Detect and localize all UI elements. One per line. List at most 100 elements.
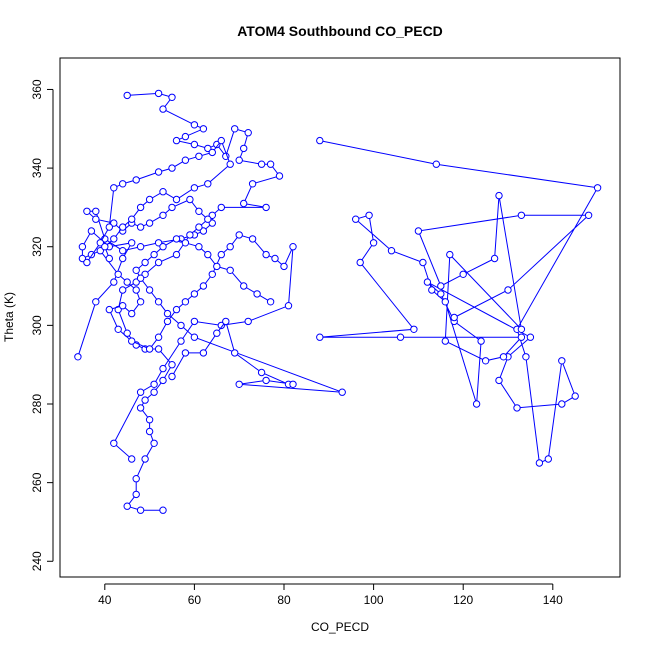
y-tick-label: 320: [30, 236, 44, 256]
data-point: [410, 325, 418, 333]
data-point: [150, 439, 158, 447]
data-point: [114, 270, 122, 278]
data-point: [123, 329, 131, 337]
data-point: [150, 250, 158, 259]
data-point: [195, 152, 203, 161]
data-point: [190, 140, 199, 149]
data-point: [266, 160, 275, 168]
data-point: [231, 349, 239, 357]
data-point: [190, 290, 199, 298]
data-point: [128, 215, 136, 223]
data-point: [141, 455, 149, 463]
data-point: [154, 298, 163, 306]
data-point: [141, 396, 149, 404]
data-point: [208, 219, 217, 227]
data-point: [441, 298, 449, 306]
data-point: [172, 235, 181, 243]
data-point: [419, 258, 427, 267]
data-point: [262, 250, 270, 259]
data-point: [145, 416, 154, 424]
data-point: [204, 180, 212, 188]
data-point: [195, 223, 203, 231]
data-point: [356, 258, 364, 267]
x-tick-label: 80: [277, 593, 291, 607]
data-point: [119, 247, 127, 255]
data-point: [128, 455, 136, 463]
data-point: [204, 144, 212, 153]
data-point: [450, 313, 458, 322]
data-point: [132, 475, 140, 483]
data-point: [119, 254, 127, 263]
data-point: [499, 353, 508, 361]
data-point: [181, 132, 190, 141]
data-point: [110, 439, 118, 447]
y-tick-label: 280: [30, 394, 44, 414]
data-point: [199, 349, 208, 357]
data-point: [159, 506, 167, 514]
data-point: [244, 317, 252, 326]
data-point: [432, 160, 440, 168]
data-point: [208, 148, 217, 157]
data-point: [490, 254, 499, 263]
data-point: [240, 282, 248, 290]
data-point: [262, 376, 270, 385]
data-point: [119, 223, 127, 231]
data-point: [136, 203, 145, 212]
data-point: [119, 180, 127, 188]
data-point: [163, 317, 172, 326]
data-point: [141, 270, 149, 278]
data-point: [168, 372, 176, 381]
data-point: [136, 298, 145, 306]
data-point: [159, 211, 167, 220]
data-point: [181, 156, 190, 164]
data-point: [159, 376, 167, 385]
data-point: [240, 144, 248, 153]
data-point: [217, 203, 226, 212]
data-point: [522, 353, 530, 361]
data-point: [132, 266, 140, 274]
data-point: [105, 223, 114, 231]
data-point: [446, 250, 454, 259]
data-point: [110, 219, 118, 227]
series-layer: [74, 89, 602, 514]
data-point: [517, 333, 526, 341]
data-point: [235, 380, 243, 388]
data-point: [428, 286, 436, 294]
data-point: [517, 325, 526, 333]
data-point: [132, 286, 140, 294]
data-point: [128, 337, 136, 345]
data-point: [159, 105, 167, 113]
data-point: [123, 278, 131, 286]
data-point: [150, 380, 158, 388]
data-point: [195, 243, 203, 251]
data-point: [235, 156, 243, 164]
data-point: [226, 266, 234, 274]
data-point: [154, 345, 163, 353]
data-point: [257, 368, 266, 377]
data-point: [105, 305, 114, 314]
data-point: [92, 207, 100, 216]
data-point: [266, 298, 275, 306]
data-point: [387, 247, 396, 255]
data-point: [136, 274, 145, 282]
data-point: [289, 380, 297, 388]
data-point: [181, 298, 190, 306]
data-point: [145, 427, 154, 436]
data-point: [558, 400, 566, 408]
data-point: [123, 91, 131, 100]
data-point: [92, 298, 100, 306]
data-point: [213, 140, 221, 149]
data-point: [136, 223, 145, 231]
series-line-3: [77, 230, 294, 460]
data-point: [217, 250, 226, 259]
data-point: [199, 125, 208, 133]
data-point: [289, 243, 297, 251]
data-point: [110, 184, 118, 192]
data-point: [83, 258, 91, 267]
data-point: [159, 243, 167, 251]
data-point: [128, 239, 136, 247]
data-point: [208, 270, 217, 278]
data-point: [213, 262, 221, 271]
data-point: [105, 254, 114, 263]
